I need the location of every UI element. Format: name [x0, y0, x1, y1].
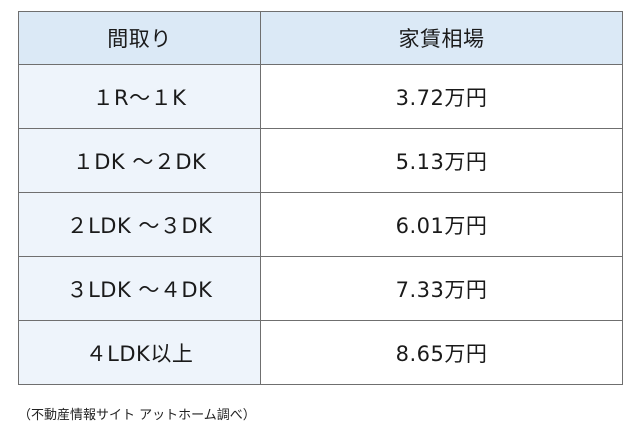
table-row: ４LDK以上 8.65万円	[18, 320, 623, 385]
header-layout: 間取り	[18, 11, 261, 65]
layout-cell: ３LDK ～４DK	[18, 256, 261, 321]
layout-cell: １DK ～２DK	[18, 128, 261, 193]
rent-cell: 6.01万円	[260, 192, 623, 257]
layout-cell: １R～１K	[18, 64, 261, 129]
table-row: ２LDK ～３DK 6.01万円	[18, 192, 623, 257]
table-row: １R～１K 3.72万円	[18, 64, 623, 129]
table-row: ３LDK ～４DK 7.33万円	[18, 256, 623, 321]
rent-cell: 8.65万円	[260, 320, 623, 385]
layout-cell: ２LDK ～３DK	[18, 192, 261, 257]
rent-cell: 5.13万円	[260, 128, 623, 193]
table-row: １DK ～２DK 5.13万円	[18, 128, 623, 193]
source-note: （不動産情報サイト アットホーム調べ）	[18, 408, 256, 423]
rent-cell: 7.33万円	[260, 256, 623, 321]
rent-table: 間取り 家賃相場 １R～１K 3.72万円 １DK ～２DK 5.13万円 ２L…	[18, 11, 623, 385]
table-header-row: 間取り 家賃相場	[18, 11, 623, 65]
layout-cell: ４LDK以上	[18, 320, 261, 385]
header-rent: 家賃相場	[260, 11, 623, 65]
rent-cell: 3.72万円	[260, 64, 623, 129]
